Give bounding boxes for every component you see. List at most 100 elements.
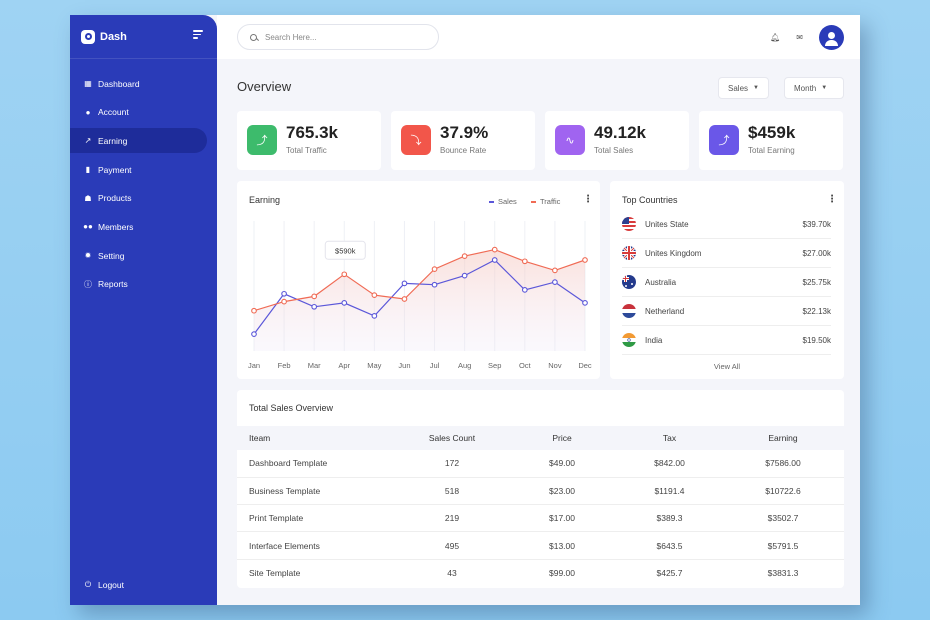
chevron-down-icon: ▼	[753, 85, 759, 91]
gear-icon: ✹	[84, 251, 92, 261]
cell-tax: $842.00	[617, 450, 722, 478]
country-row[interactable]: Unites State $39.70k	[622, 210, 831, 239]
sidebar-item-label: Setting	[98, 250, 125, 261]
x-tick-label: Jun	[398, 361, 410, 370]
sidebar-item-earning[interactable]: ↗ Earning	[70, 128, 207, 154]
sidebar-item-label: Payment	[98, 164, 132, 175]
traffic-point	[521, 258, 528, 265]
logout-label: Logout	[98, 580, 124, 590]
search-placeholder: Search Here...	[265, 32, 317, 42]
view-all-link[interactable]: View All	[713, 362, 741, 371]
trend-icon: ↗	[84, 136, 92, 146]
more-options-icon[interactable]: ⋮	[583, 194, 593, 205]
netherlands-flag-icon	[622, 304, 636, 318]
stat-value: 765.3k	[286, 123, 338, 142]
avatar[interactable]	[819, 24, 844, 50]
trend-up-icon: ⤴	[709, 125, 739, 155]
brand[interactable]: Dash	[70, 15, 217, 59]
sales-point	[521, 287, 528, 293]
sidebar-item-payment[interactable]: ▮ Payment	[70, 157, 207, 182]
earning-title: Earning	[249, 195, 281, 205]
menu-toggle-icon[interactable]	[193, 30, 203, 41]
country-name: Netherland	[645, 306, 685, 316]
sidebar-item-account[interactable]: ● Account	[70, 100, 207, 125]
traffic-point	[311, 293, 318, 300]
pulse-icon: ∿	[555, 125, 585, 155]
sales-point	[461, 272, 468, 279]
country-value: $22.13k	[802, 306, 831, 316]
traffic-point	[401, 296, 408, 302]
traffic-point	[371, 292, 378, 298]
stat-card-earning[interactable]: ⤴ $459k Total Earning	[699, 111, 843, 170]
india-flag-icon	[622, 333, 636, 347]
sidebar-item-products[interactable]: ☗ Products	[70, 186, 207, 211]
traffic-point	[582, 257, 588, 263]
stat-card-bounce[interactable]: ⤵ 37.9% Bounce Rate	[391, 111, 535, 170]
sales-point	[491, 257, 498, 263]
sales-dropdown[interactable]: Sales ▼	[718, 77, 769, 99]
search-input[interactable]: Search Here...	[237, 24, 439, 50]
column-header[interactable]: Iteam	[237, 426, 397, 450]
column-header[interactable]: Sales Count	[397, 426, 507, 450]
country-row[interactable]: Netherland $22.13k	[622, 297, 831, 326]
country-row[interactable]: Unites Kingdom $27.00k	[622, 239, 831, 268]
table-row[interactable]: Site Template 43 $99.00 $425.7 $3831.3	[237, 559, 844, 586]
cell-earning: $7586.00	[722, 450, 844, 478]
power-icon: ⏻	[84, 580, 92, 589]
table-row[interactable]: Business Template 518 $23.00 $1191.4 $10…	[237, 477, 844, 506]
traffic-point	[552, 267, 558, 274]
x-tick-label: Jul	[430, 361, 440, 370]
sales-point	[281, 290, 287, 297]
country-value: $27.00k	[802, 248, 831, 258]
sidebar-item-label: Earning	[98, 135, 128, 146]
sales-point	[341, 300, 348, 306]
column-header[interactable]: Earning	[722, 426, 844, 450]
sidebar-item-reports[interactable]: ⓘ Reports	[70, 272, 207, 297]
stat-value: 37.9%	[440, 123, 489, 142]
user-icon: ●	[85, 107, 91, 117]
more-options-icon[interactable]: ⋮	[827, 194, 837, 205]
cell-earning: $10722.6	[722, 477, 844, 506]
x-tick-label: Apr	[338, 361, 350, 370]
logout-button[interactable]: ⏻ Logout	[83, 580, 124, 590]
australia-flag-icon	[622, 275, 636, 289]
chart-tooltip-label: $590k	[335, 246, 356, 255]
legend-sales: Sales	[489, 197, 517, 206]
cell-price: $23.00	[507, 477, 617, 506]
country-value: $19.50k	[802, 335, 831, 345]
sales-point	[311, 303, 318, 310]
brand-logo-icon	[81, 29, 95, 44]
bar-chart-icon: ▮	[85, 165, 91, 175]
country-value: $25.75k	[802, 277, 831, 287]
column-header[interactable]: Tax	[617, 426, 722, 450]
cell-tax: $389.3	[617, 504, 722, 533]
cell-price: $17.00	[507, 504, 617, 533]
sales-overview-card: Total Sales Overview Iteam Sales Count P…	[237, 390, 844, 588]
cell-count: 43	[447, 568, 457, 579]
traffic-point	[281, 298, 287, 305]
month-dropdown[interactable]: Month ▼	[784, 77, 844, 99]
search-icon	[250, 33, 257, 41]
column-header[interactable]: Price	[507, 426, 617, 450]
cell-earning: $3502.7	[722, 504, 844, 533]
table-row[interactable]: Interface Elements 495 $13.00 $643.5 $57…	[237, 531, 844, 560]
sidebar-item-members[interactable]: ●● Members	[70, 214, 207, 239]
main-content: Search Here... 🔔︎ ✉ Overview Sales ▼ Mon…	[217, 15, 860, 605]
sidebar-item-setting[interactable]: ✹ Setting	[70, 243, 207, 268]
table-row[interactable]: Dashboard Template 172 $49.00 $842.00 $7…	[237, 450, 844, 478]
stat-card-traffic[interactable]: ⤴ 765.3k Total Traffic	[237, 111, 381, 170]
mail-icon[interactable]: ✉	[796, 32, 803, 42]
top-countries-card: Top Countries ⋮ Unites State $39.70k	[610, 181, 844, 379]
country-row[interactable]: India $19.50k	[622, 326, 831, 355]
chart-tooltip	[324, 240, 366, 260]
notification-bell-icon[interactable]: 🔔︎	[770, 32, 781, 42]
sidebar-item-dashboard[interactable]: ▦ Dashboard	[70, 71, 207, 96]
country-row[interactable]: Australia $25.75k	[622, 268, 831, 297]
country-value: $39.70k	[802, 219, 831, 229]
stat-card-sales[interactable]: ∿ 49.12k Total Sales	[545, 111, 689, 170]
cell-earning: $3831.3	[767, 568, 799, 579]
cell-earning: $5791.5	[722, 531, 844, 560]
cell-item: Business Template	[237, 477, 397, 506]
table-row[interactable]: Print Template 219 $17.00 $389.3 $3502.7	[237, 504, 844, 533]
month-dropdown-label: Month	[794, 83, 817, 93]
